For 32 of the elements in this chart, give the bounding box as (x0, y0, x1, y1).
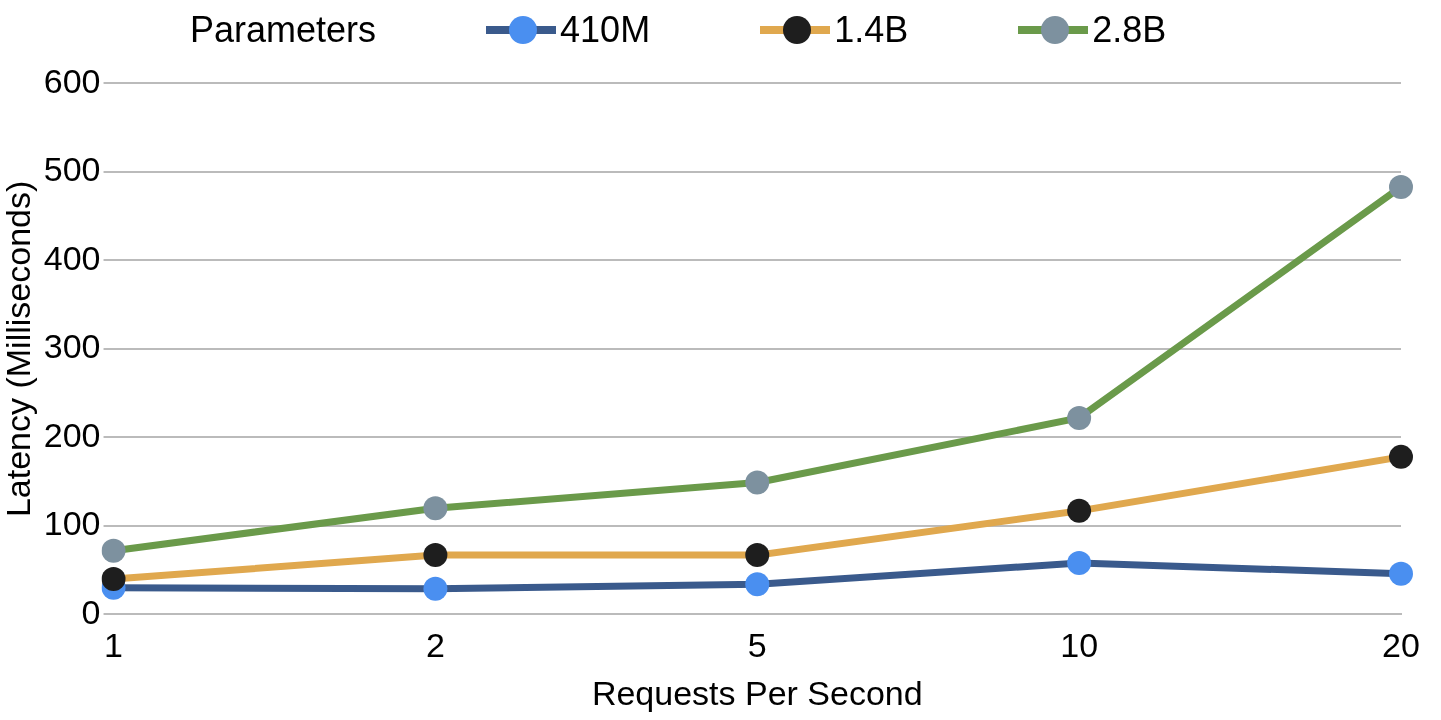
point (1389, 444, 1413, 469)
y-tick-label: 400 (43, 238, 101, 277)
point (745, 543, 770, 568)
x-tick-label: 2 (425, 626, 445, 665)
y-tick-label: 100 (43, 504, 101, 543)
y-tick-label: 600 (43, 61, 101, 100)
legend-label: 1.4B (834, 9, 909, 51)
legend-label: 410M (560, 9, 651, 51)
point (101, 567, 126, 591)
legend-label: 2.8B (1092, 9, 1167, 51)
point (1389, 561, 1413, 586)
point (101, 538, 126, 563)
point (1067, 498, 1092, 523)
x-tick-label: 1 (104, 626, 123, 665)
point (745, 470, 770, 495)
x-tick-label: 20 (1382, 626, 1420, 665)
point (1067, 551, 1092, 576)
point (1389, 174, 1413, 199)
x-axis-title: Requests Per Second (591, 673, 923, 712)
point (423, 543, 448, 568)
point (423, 496, 448, 521)
y-tick-label: 500 (43, 150, 101, 189)
point (423, 576, 448, 601)
y-tick-label: 200 (43, 415, 101, 454)
y-tick-label: 0 (81, 592, 101, 631)
y-axis-title: Latency (Milliseconds) (0, 180, 37, 518)
x-tick-label: 5 (747, 626, 767, 665)
legend-title: Parameters (190, 9, 377, 51)
point (745, 572, 770, 597)
y-tick-label: 300 (43, 327, 101, 366)
x-tick-label: 10 (1060, 626, 1099, 665)
point (1067, 405, 1092, 430)
